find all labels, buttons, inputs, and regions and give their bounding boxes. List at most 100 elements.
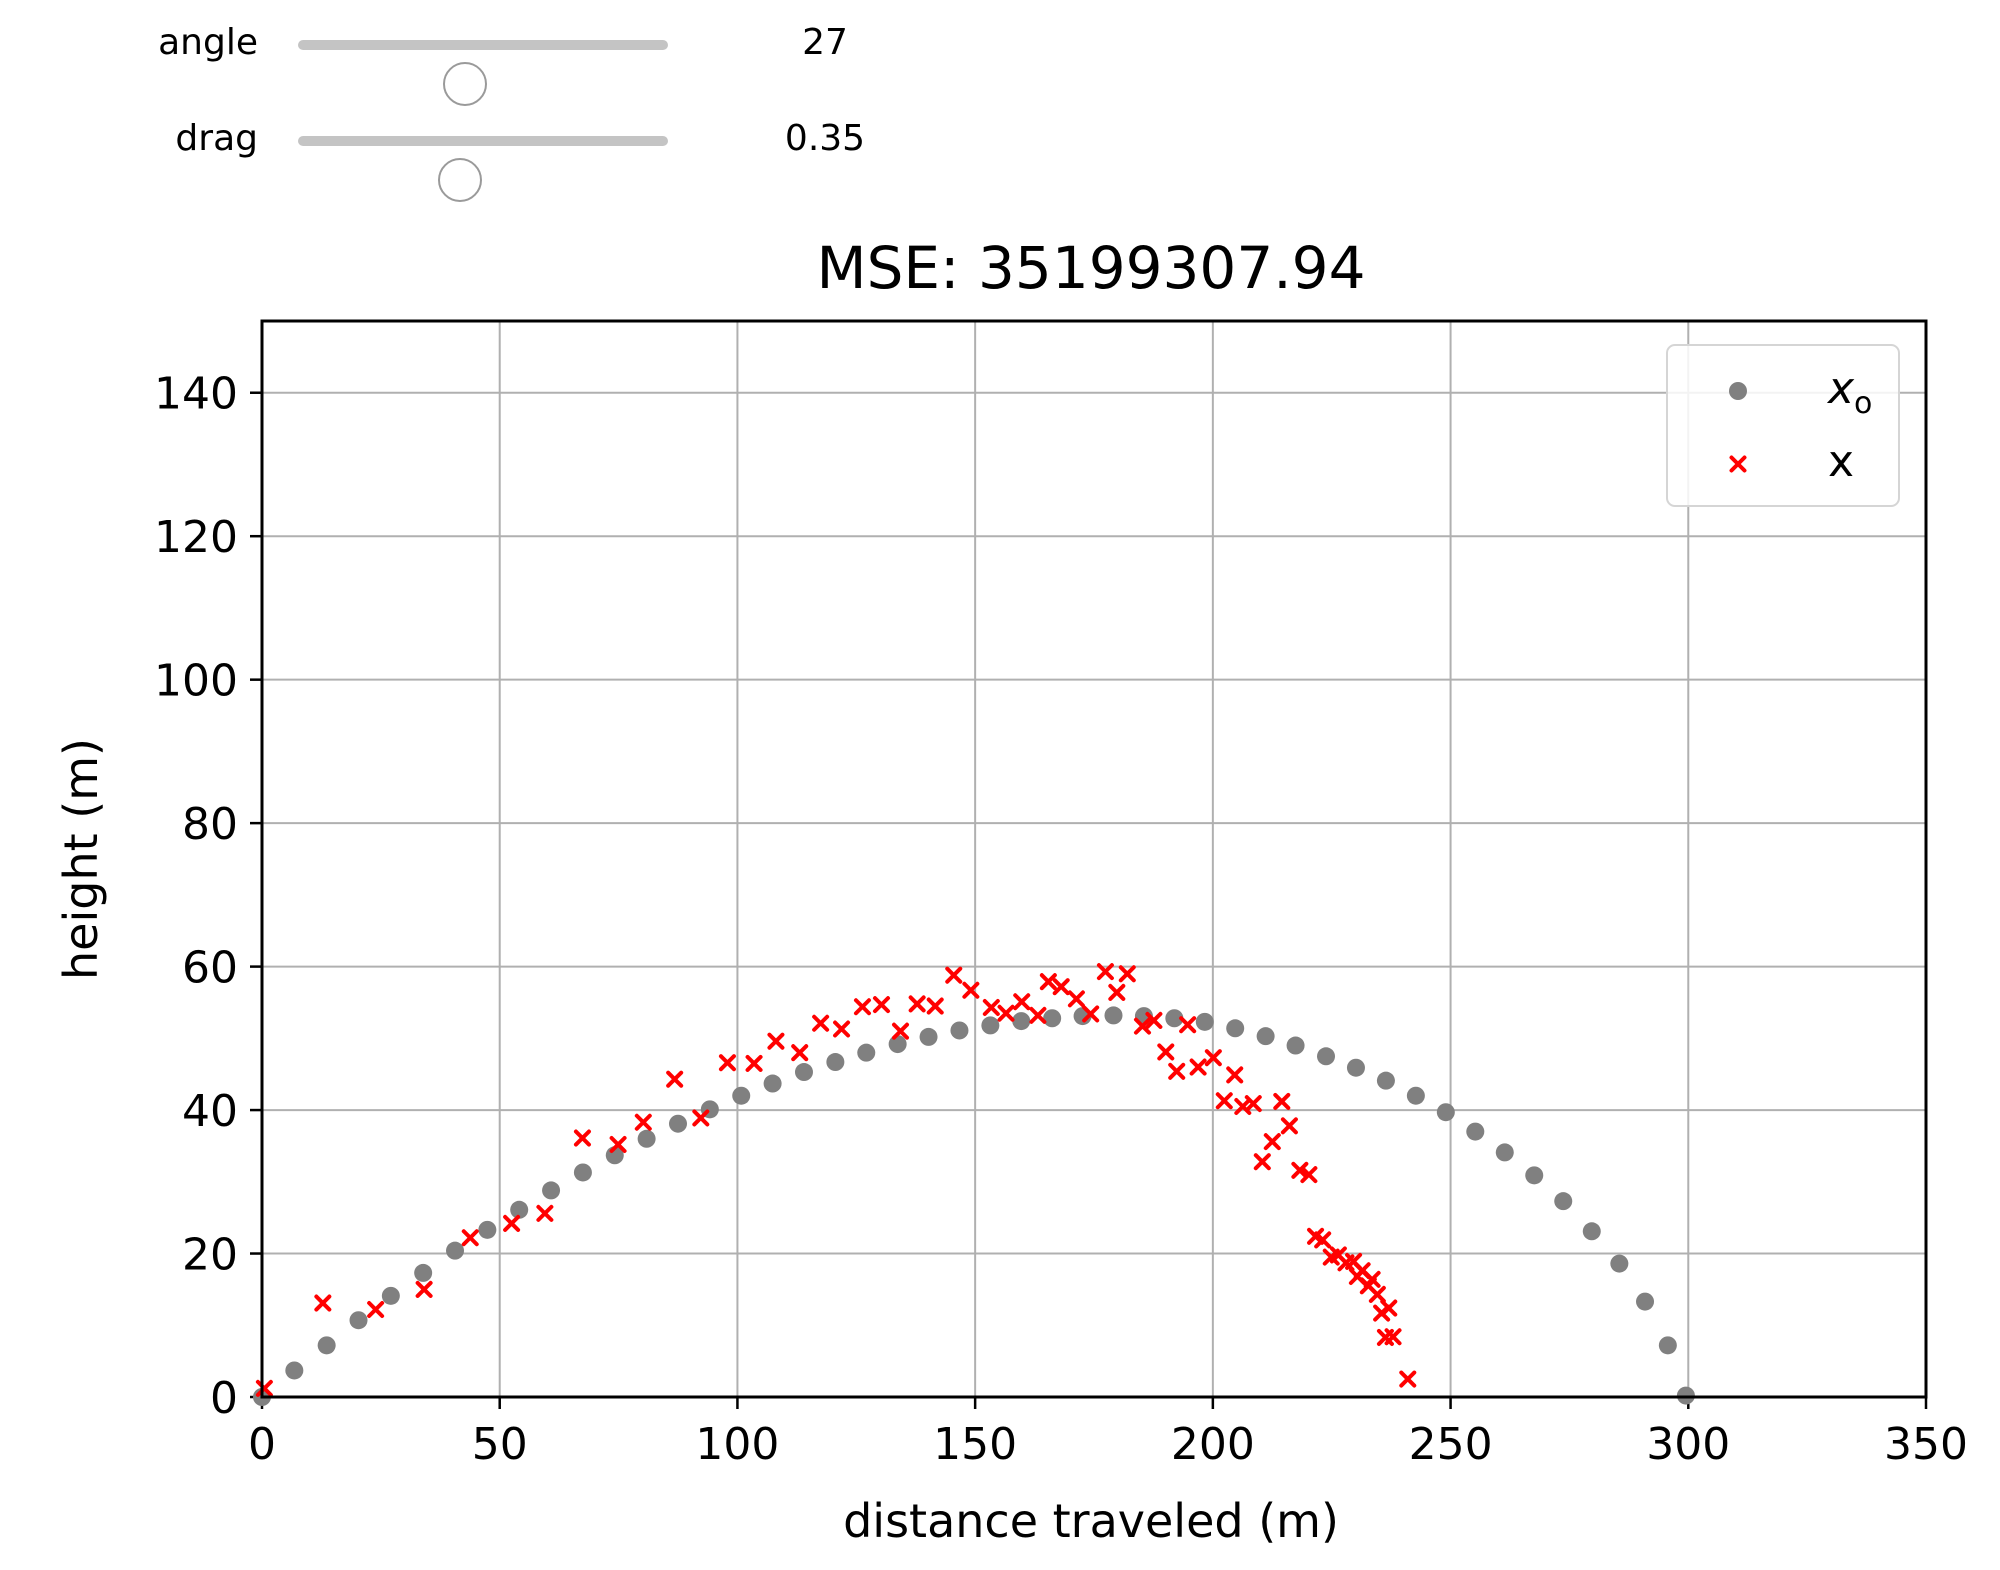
x-tick-label: 350 — [1884, 1419, 1968, 1470]
cross-stroke — [945, 966, 963, 984]
cross-stroke — [1226, 1066, 1244, 1084]
cross-stroke — [1384, 1328, 1402, 1346]
cross-stroke — [255, 1379, 273, 1397]
data-point-x-o — [826, 1053, 845, 1072]
data-point-x-o — [1554, 1192, 1573, 1211]
data-point-x-o — [1286, 1036, 1305, 1055]
data-point-x — [1384, 1328, 1402, 1346]
drag-slider-handle[interactable] — [437, 158, 482, 202]
data-point-x — [609, 1135, 627, 1153]
cross-stroke — [1280, 1117, 1298, 1135]
legend-label-x: x — [1828, 436, 1854, 487]
y-tick-label: 40 — [182, 1086, 238, 1137]
data-point-x — [1280, 1117, 1298, 1135]
data-point-x — [853, 998, 871, 1016]
data-point-x — [1179, 1016, 1197, 1034]
data-point-x-o — [446, 1241, 465, 1260]
data-point-x — [962, 981, 980, 999]
drag-value: 0.35 — [784, 118, 866, 159]
data-point-x — [1368, 1285, 1386, 1303]
data-point-x — [1300, 1166, 1318, 1184]
chart-title: MSE: 35199307.94 — [817, 234, 1366, 302]
y-tick-label: 60 — [182, 943, 238, 994]
cross-stroke — [745, 1054, 763, 1072]
cross-stroke — [1300, 1166, 1318, 1184]
cross-stroke — [892, 1022, 910, 1040]
data-point-x — [255, 1379, 273, 1397]
legend-cross-shape — [1729, 455, 1747, 473]
cross-stroke — [1234, 1097, 1252, 1115]
data-point-x — [1273, 1092, 1291, 1110]
cross-stroke — [367, 1300, 385, 1318]
cross-stroke — [1082, 1005, 1100, 1023]
x-tick-label: 250 — [1409, 1419, 1493, 1470]
cross-stroke — [415, 1280, 433, 1298]
data-point-x — [892, 1022, 910, 1040]
cross-stroke — [1039, 973, 1057, 991]
data-point-x-o — [763, 1074, 782, 1093]
data-point-x — [908, 995, 926, 1013]
data-point-x-o — [478, 1220, 497, 1239]
data-point-x — [1253, 1153, 1271, 1171]
data-point-x-o — [637, 1129, 656, 1148]
data-point-x — [1013, 993, 1031, 1011]
data-point-x — [415, 1280, 433, 1298]
data-point-x-o — [1317, 1047, 1336, 1066]
y-tick-label: 100 — [154, 656, 238, 707]
data-point-x — [1096, 963, 1114, 981]
data-point-x — [1380, 1299, 1398, 1317]
cross-stroke — [1096, 963, 1114, 981]
data-point-x — [1039, 973, 1057, 991]
data-point-x-o — [1582, 1222, 1601, 1241]
data-point-x-o — [1376, 1071, 1395, 1090]
angle-slider-track[interactable] — [298, 40, 668, 106]
cross-stroke — [872, 996, 890, 1014]
data-point-x — [1133, 1017, 1151, 1035]
cross-stroke — [536, 1204, 554, 1222]
data-point-x — [1082, 1005, 1100, 1023]
data-point-x-o — [1012, 1012, 1031, 1031]
data-point-x-o — [510, 1200, 529, 1219]
data-point-x — [1204, 1049, 1222, 1067]
x-tick-label: 50 — [472, 1419, 528, 1470]
drag-slider-track[interactable] — [298, 136, 668, 202]
data-point-x — [1291, 1161, 1309, 1179]
data-point-x-o — [349, 1311, 368, 1330]
data-point-x-o — [542, 1181, 561, 1200]
cross-stroke — [1133, 1017, 1151, 1035]
data-point-x — [1363, 1270, 1381, 1288]
data-point-x — [812, 1014, 830, 1032]
cross-stroke — [1263, 1133, 1281, 1151]
data-point-x-o — [1436, 1103, 1455, 1122]
data-point-x — [1052, 978, 1070, 996]
data-point-x — [745, 1054, 763, 1072]
series-x — [255, 963, 1417, 1397]
data-point-x-o — [1195, 1012, 1214, 1031]
data-point-x — [461, 1229, 479, 1247]
cross-stroke — [1029, 1006, 1047, 1024]
data-point-x-o — [381, 1286, 400, 1305]
cross-stroke — [461, 1229, 479, 1247]
angle-slider-handle[interactable] — [442, 62, 487, 106]
cross-stroke — [692, 1109, 710, 1127]
data-point-x — [367, 1300, 385, 1318]
data-point-x — [1244, 1095, 1262, 1113]
data-point-x-o — [794, 1063, 813, 1082]
plot-frame — [260, 319, 1928, 1399]
data-point-x-o — [888, 1035, 907, 1054]
data-point-x-o — [1495, 1143, 1514, 1162]
data-point-x-o — [1658, 1336, 1677, 1355]
data-point-x — [1029, 1006, 1047, 1024]
angle-slider-row: angle 27 — [0, 0, 900, 106]
cross-stroke — [1399, 1370, 1417, 1388]
cross-stroke — [1157, 1043, 1175, 1061]
data-point-x — [1314, 1231, 1332, 1249]
data-point-x-o — [1346, 1058, 1365, 1077]
data-point-x-o — [1525, 1166, 1544, 1185]
x-tick-label: 0 — [248, 1419, 276, 1470]
cross-stroke — [1307, 1227, 1325, 1245]
cross-stroke — [1291, 1161, 1309, 1179]
data-point-x-o — [1636, 1292, 1655, 1311]
cross-stroke — [767, 1032, 785, 1050]
cross-stroke — [1168, 1062, 1186, 1080]
